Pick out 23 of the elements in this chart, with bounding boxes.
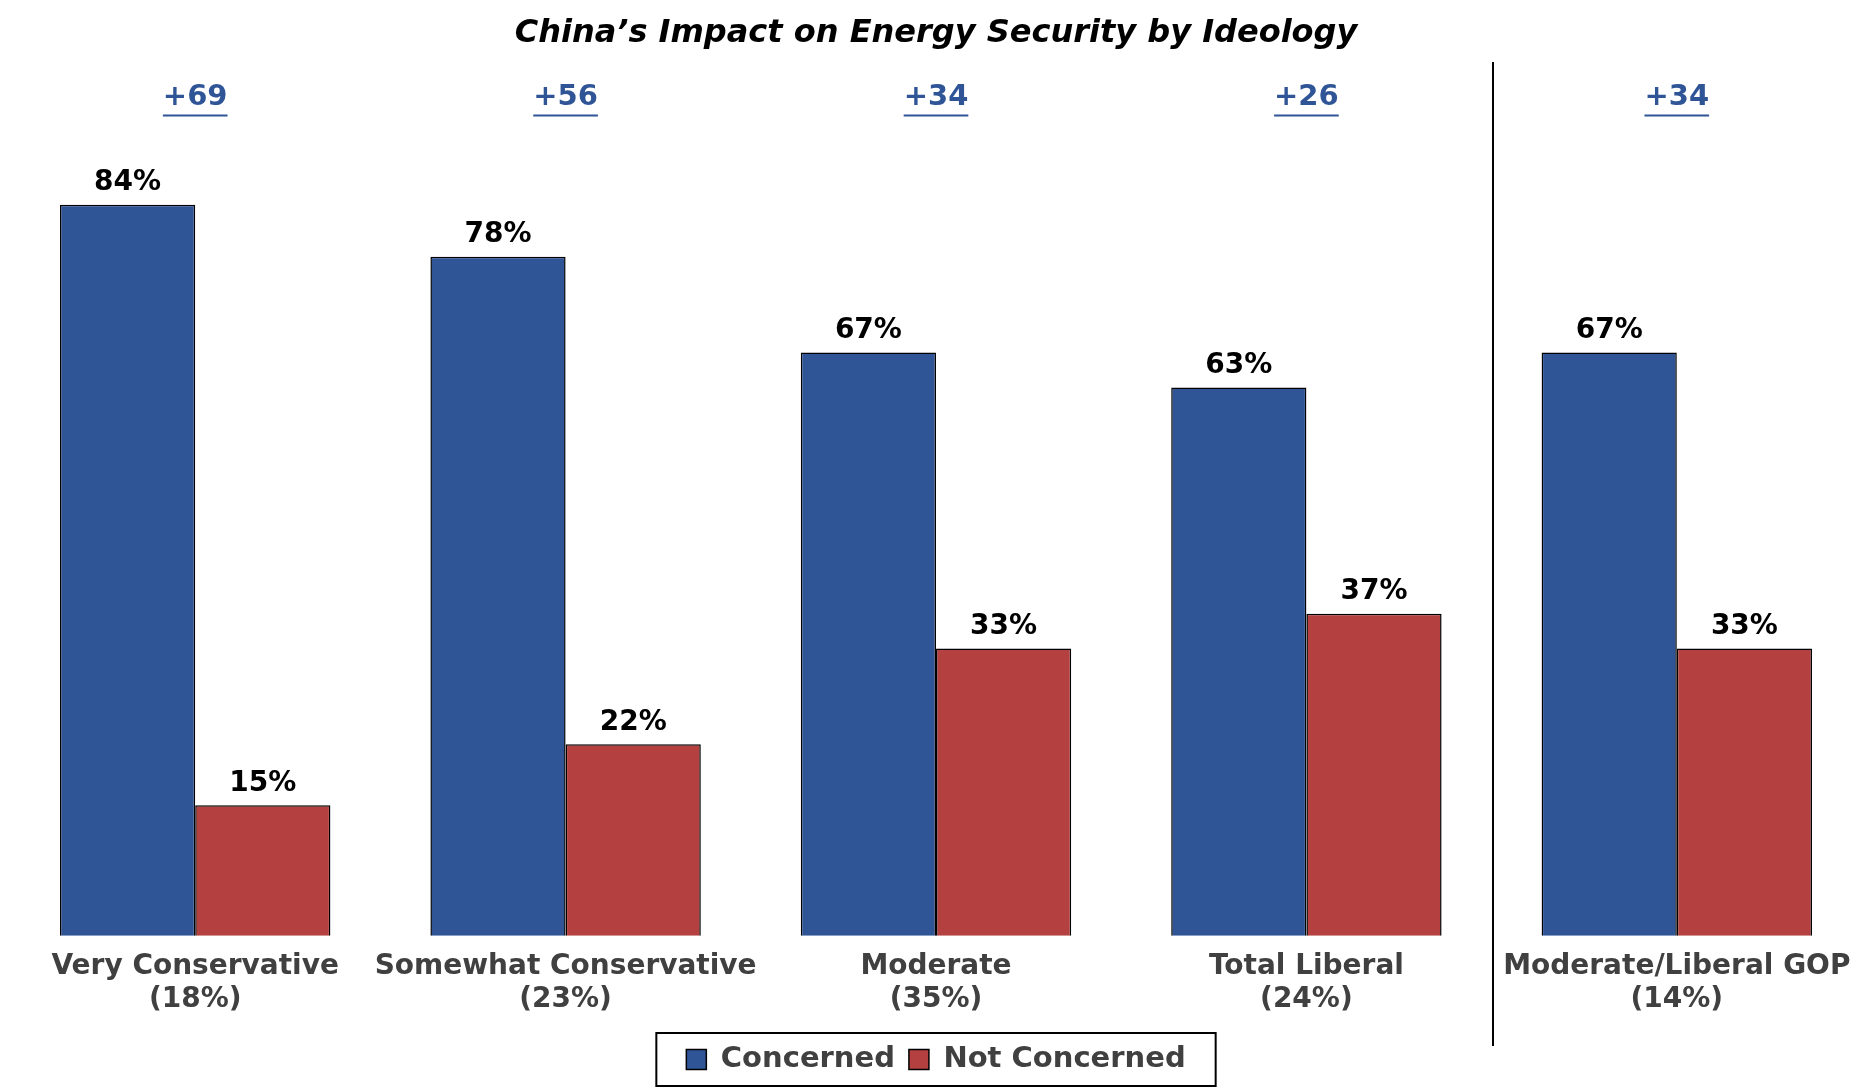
x-tick-label: Somewhat Conservative (23%) — [374, 947, 757, 1015]
text: +34 — [1644, 78, 1710, 113]
data-label: 63% — [1205, 346, 1273, 380]
data-label: 15% — [229, 764, 297, 798]
text: +56 — [533, 78, 598, 113]
data-label: 67% — [834, 311, 902, 345]
x-tick-label: Moderate (35%) — [860, 947, 1012, 1015]
data-label: 67% — [1575, 311, 1643, 345]
data-label: 84% — [94, 163, 162, 197]
data-label: 33% — [970, 607, 1038, 641]
data-label: 22% — [599, 703, 667, 737]
x-tick-label: Total Liberal (24%) — [1208, 947, 1404, 1015]
x-tick-label: Moderate/Liberal GOP (14%) — [1503, 947, 1851, 1015]
legend-label: Not Concerned — [943, 1040, 1186, 1075]
text: +34 — [903, 78, 969, 113]
text: +26 — [1274, 78, 1339, 113]
data-label: 37% — [1340, 573, 1408, 607]
x-tick-label: Very Conservative (18%) — [51, 947, 339, 1015]
data-label: 78% — [464, 216, 532, 250]
text: +69 — [162, 78, 228, 113]
data-label: 33% — [1710, 607, 1778, 641]
chart-title: China’s Impact on Energy Security by Ideology — [514, 11, 1359, 50]
legend-label: Concerned — [720, 1040, 895, 1075]
